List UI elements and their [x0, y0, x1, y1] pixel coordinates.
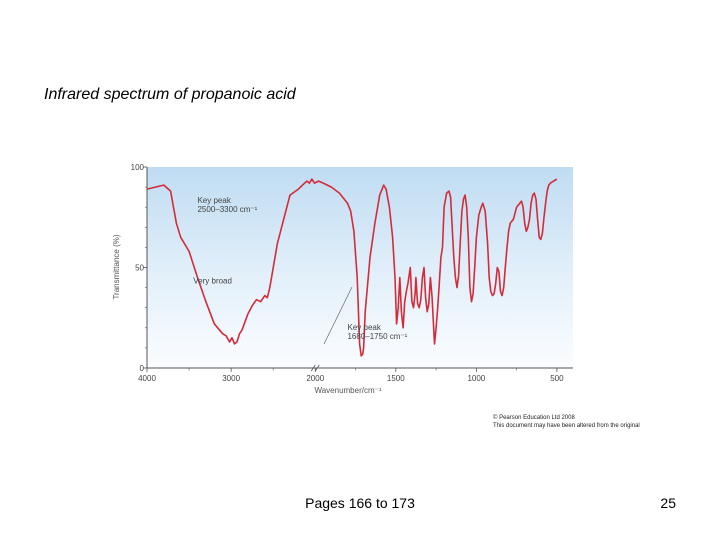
axis-break-mark — [314, 364, 320, 372]
y-tick-label: 0 — [140, 364, 145, 373]
x-axis-label: Wavenumber/cm⁻¹ — [314, 386, 381, 395]
axis-break-mark — [310, 364, 316, 372]
copyright-line-2: This document may have been altered from… — [493, 423, 640, 429]
x-tick-label: 3000 — [222, 374, 240, 383]
x-tick-label: 500 — [550, 374, 564, 383]
x-tick-label: 2000 — [306, 374, 324, 383]
y-axis-label: Transmittance (%) — [112, 234, 121, 299]
chart-annotation-line: Key peak — [197, 196, 231, 205]
x-tick-label: 1500 — [387, 374, 405, 383]
footer-pages: Pages 166 to 173 — [305, 495, 415, 511]
chart-annotation-line: 1680–1750 cm⁻¹ — [347, 332, 407, 341]
chart-annotation-line: Key peak — [347, 323, 381, 332]
chart-annotation: Key peak 1680–1750 cm⁻¹ — [347, 323, 407, 341]
x-tick-label: 4000 — [138, 374, 156, 383]
y-tick-label: 50 — [135, 264, 144, 273]
ir-spectrum-chart: 4000 3000 2000 1500 1000 500 0 50 100 Key peak 25… — [108, 155, 578, 400]
y-tick-label: 100 — [131, 163, 145, 172]
copyright-notice: © Pearson Education Ltd 2008 This docume… — [493, 414, 640, 430]
annotation-pointer-line — [323, 286, 353, 345]
x-tick-label: 1000 — [467, 374, 485, 383]
page-number: 25 — [660, 495, 676, 511]
chart-annotation: Key peak 2500–3300 cm⁻¹ — [197, 196, 257, 214]
chart-annotation-line: Very broad — [193, 277, 232, 286]
slide-title: Infrared spectrum of propanoic acid — [44, 86, 296, 103]
chart-annotation-line: 2500–3300 cm⁻¹ — [197, 205, 257, 214]
chart-annotation: Very broad — [193, 277, 232, 286]
copyright-line-1: © Pearson Education Ltd 2008 — [493, 415, 575, 421]
spectrum-line — [146, 178, 558, 357]
